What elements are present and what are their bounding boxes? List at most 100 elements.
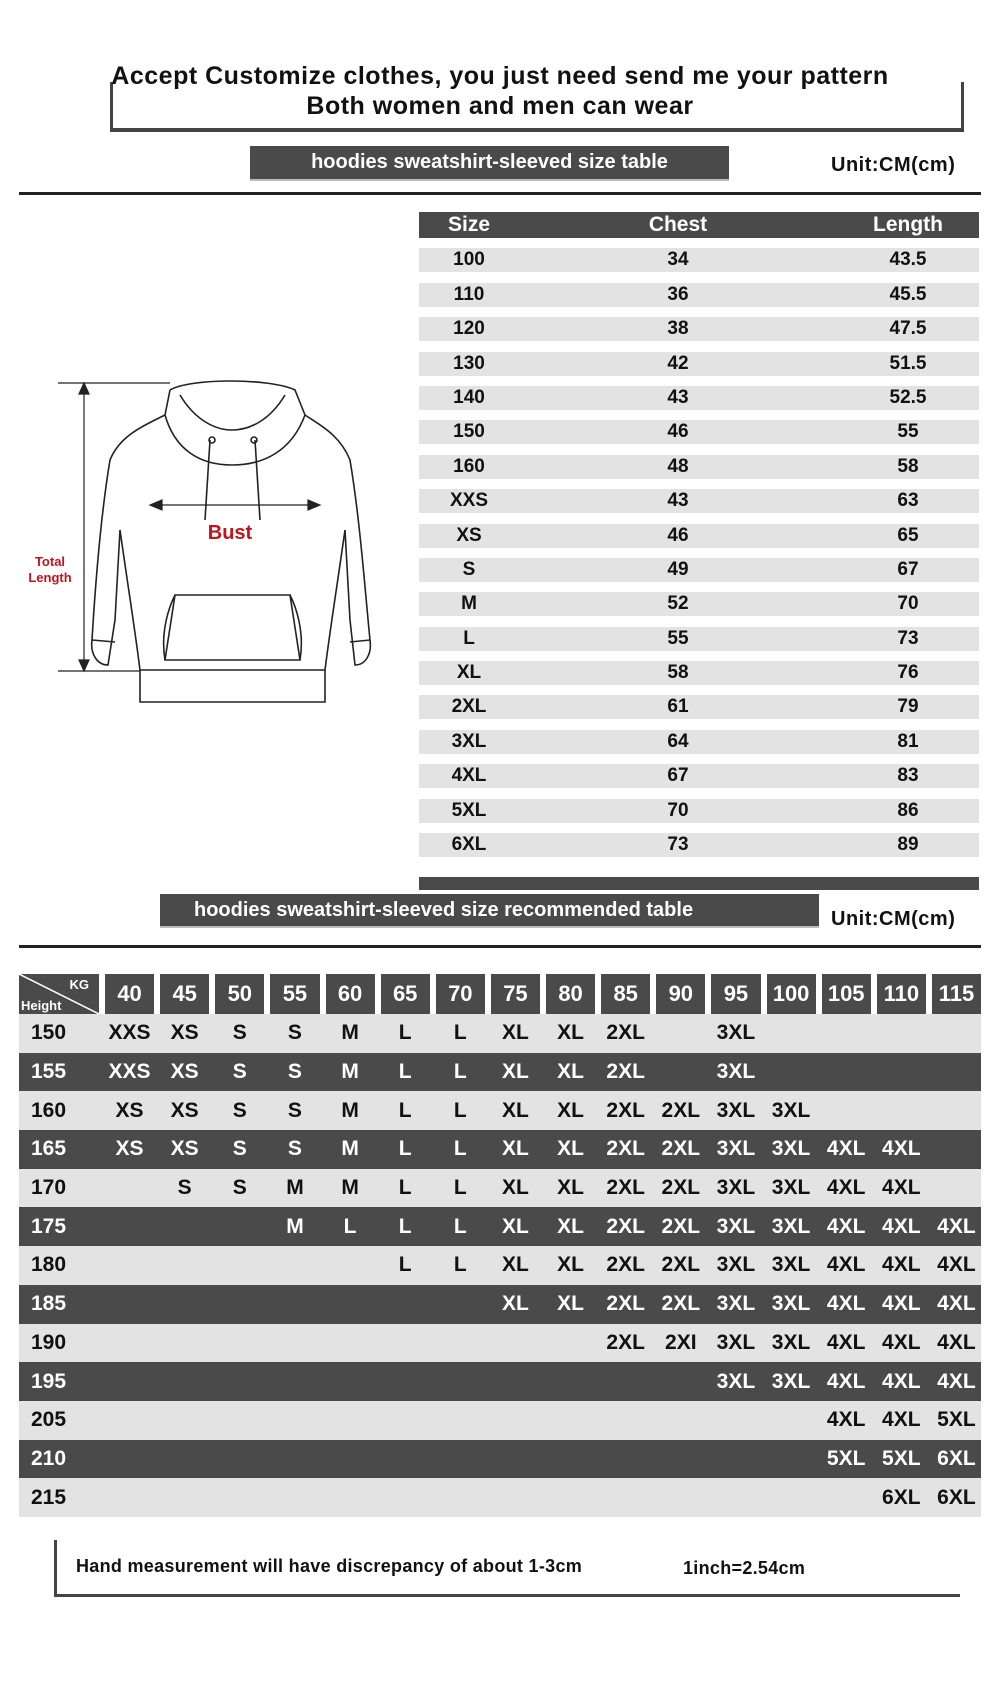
height-cell: 210 (31, 1446, 67, 1470)
size-cell: XL (557, 1214, 584, 1238)
size-cell: 3XL (771, 1137, 811, 1161)
size-cell: M (286, 1176, 304, 1200)
size-cell: 4XL (882, 1176, 921, 1200)
length-cell: 58 (897, 455, 919, 477)
total-length-label-2: Length (28, 570, 72, 585)
chest-cell: 42 (667, 352, 689, 374)
size-cell: XS (170, 1098, 199, 1122)
size-cell: 4XL (882, 1253, 921, 1277)
size-cell: M (286, 1214, 304, 1238)
size-cell: L (453, 1137, 467, 1161)
chest-cell: 43 (667, 490, 689, 512)
size-cell: S (232, 1060, 247, 1084)
size-cell: XL (502, 1292, 529, 1316)
size-cell: 4XL (882, 1137, 921, 1161)
height-cell: 205 (31, 1408, 67, 1432)
table-row: 210 5XL 5XL 6XL (19, 1439, 981, 1479)
length-cell: 73 (897, 627, 919, 649)
size-cell: 3XL (716, 1369, 756, 1393)
length-cell: 45.5 (889, 283, 927, 305)
size-cell: S (287, 1098, 302, 1122)
length-cell: 86 (897, 799, 919, 821)
size-cell: 3XL (771, 1176, 811, 1200)
size-cell: 2XL (606, 1098, 645, 1122)
table-row: 6XL 73 89 (419, 833, 979, 858)
size-cell: 3XL (716, 1330, 756, 1354)
length-cell: 52.5 (889, 386, 927, 408)
size-cell: 160 (453, 455, 485, 477)
header-line-1: Accept Customize clothes, you just need … (111, 62, 889, 90)
length-cell: 81 (897, 730, 919, 752)
size-cell: XS (115, 1137, 144, 1161)
size-cell: 2XL (451, 696, 487, 718)
size-cell: XS (115, 1098, 144, 1122)
weight-header-cell: 70 (435, 974, 485, 1014)
corner-height-label: Height (21, 998, 62, 1013)
size-cell: XL (502, 1214, 529, 1238)
chest-cell: 36 (667, 283, 689, 305)
size-cell: 4XL (826, 1408, 866, 1432)
table-row: 180 L L XL XL 2XL 2XL 3XL 3XL 4XL 4XL 4XL (19, 1246, 981, 1285)
size-cell: 3XL (716, 1176, 756, 1200)
size-cell: L (453, 1253, 467, 1277)
size-cell: S (287, 1137, 302, 1161)
inch-conversion: 1inch=2.54cm (683, 1558, 806, 1578)
size-cell: S (287, 1021, 302, 1045)
size-cell: 6XL (937, 1485, 976, 1509)
size-cell: XL (557, 1292, 584, 1316)
footer-frame (54, 1540, 960, 1597)
chest-cell: 46 (667, 524, 689, 546)
size-cell: 4XL (826, 1292, 866, 1316)
size-cell: 3XL (451, 730, 487, 752)
size-cell: L (453, 1214, 467, 1238)
chest-cell: 48 (667, 455, 689, 477)
size-cell: 2XI (665, 1330, 697, 1354)
size-cell: 3XL (716, 1098, 756, 1122)
col-chest: Chest (648, 213, 708, 236)
size-cell: XS (170, 1137, 199, 1161)
size-table-header: Size Chest Length (419, 212, 979, 238)
height-cell: 160 (31, 1098, 67, 1122)
size-cell: 3XL (771, 1330, 811, 1354)
table-row: 160 XS XS S S M L L XL XL 2XL 2XL 3XL 3XL (19, 1091, 981, 1131)
size-table-title: hoodies sweatshirt-sleeved size table (250, 146, 729, 181)
table-row: 215 6XL 6XL (19, 1478, 981, 1517)
chest-cell: 46 (667, 421, 689, 443)
size-cell: 5XL (451, 799, 487, 821)
size-cell: S (232, 1137, 247, 1161)
length-cell: 51.5 (889, 352, 927, 374)
size-cell: S (462, 558, 476, 580)
table-row: XL 58 76 (419, 661, 979, 686)
size-cell: 3XL (716, 1292, 756, 1316)
weight-header-cell: 80 (546, 974, 596, 1014)
size-cell: 4XL (882, 1292, 921, 1316)
weight-header-cell: 55 (270, 974, 320, 1014)
size-cell: 5XL (826, 1446, 866, 1470)
size-cell: S (177, 1176, 192, 1200)
size-cell: 2XL (606, 1214, 645, 1238)
size-cell: 2XL (606, 1137, 645, 1161)
divider (19, 945, 981, 948)
height-cell: 155 (31, 1060, 67, 1084)
size-cell: 110 (453, 283, 485, 305)
table-row: 140 43 52.5 (419, 385, 979, 410)
length-arrow-icon (58, 381, 170, 673)
size-cell: 3XL (771, 1253, 811, 1277)
size-cell: XXS (449, 490, 489, 512)
hoodie-outline-icon (90, 380, 372, 703)
chest-cell: 73 (667, 834, 689, 856)
chest-cell: 55 (667, 627, 689, 649)
table-row: 170 S S M M L L XL XL 2XL 2XL 3XL 3XL 4XL 4XL (19, 1168, 981, 1208)
size-cell: 4XL (826, 1176, 866, 1200)
size-cell: 6XL (451, 834, 487, 856)
weight-header-cell: 40 (105, 974, 155, 1014)
size-cell: 3XL (716, 1137, 756, 1161)
size-cell: 2XL (606, 1060, 645, 1084)
size-cell: XL (502, 1176, 529, 1200)
height-cell: 180 (31, 1253, 67, 1277)
size-cell: 3XL (716, 1214, 756, 1238)
size-cell: M (341, 1176, 359, 1200)
weight-header-cell: 65 (380, 974, 430, 1014)
weight-header-cell: 75 (490, 974, 540, 1014)
table-row: 160 48 58 (419, 454, 979, 479)
